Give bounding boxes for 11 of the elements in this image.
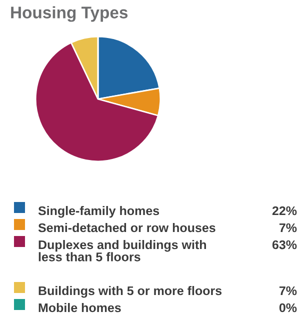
text: 0%: [279, 303, 297, 312]
data-label: 7%: [279, 223, 297, 232]
data-label: 7%: [279, 286, 297, 296]
data-label: 22%: [272, 206, 297, 216]
legend-label: Duplexes and buildings with less than 5 floors: [38, 240, 206, 262]
data-label: 63%: [272, 240, 297, 250]
legend-label: Single-family homes: [38, 206, 160, 218]
chart-title: Housing Types: [11, 6, 128, 22]
legend-label: Mobile homes: [38, 303, 121, 312]
legend-label: Semi-detached or row houses: [38, 223, 216, 232]
legend-label: Buildings with 5 or more floors: [38, 286, 222, 298]
